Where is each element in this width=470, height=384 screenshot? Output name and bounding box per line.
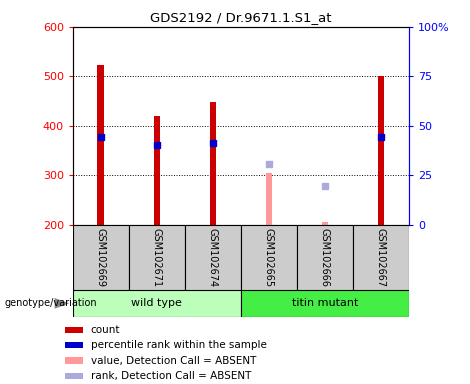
Bar: [297, 225, 353, 290]
Text: value, Detection Call = ABSENT: value, Detection Call = ABSENT: [91, 356, 256, 366]
Text: GSM102674: GSM102674: [208, 228, 218, 287]
Bar: [73, 290, 241, 317]
Title: GDS2192 / Dr.9671.1.S1_at: GDS2192 / Dr.9671.1.S1_at: [150, 11, 332, 24]
Text: wild type: wild type: [132, 298, 182, 308]
Bar: [210, 102, 216, 225]
Text: GSM102671: GSM102671: [152, 228, 162, 287]
Bar: [321, 222, 328, 225]
Bar: [65, 327, 83, 333]
Bar: [377, 76, 384, 225]
Bar: [73, 225, 129, 290]
Text: genotype/variation: genotype/variation: [5, 298, 97, 308]
Text: percentile rank within the sample: percentile rank within the sample: [91, 340, 266, 350]
Bar: [65, 358, 83, 364]
Bar: [241, 225, 297, 290]
Bar: [154, 116, 160, 225]
Text: GSM102667: GSM102667: [376, 228, 386, 287]
Bar: [65, 372, 83, 379]
Bar: [266, 173, 272, 225]
Bar: [129, 225, 185, 290]
Bar: [65, 342, 83, 349]
Text: rank, Detection Call = ABSENT: rank, Detection Call = ABSENT: [91, 371, 251, 381]
Text: GSM102666: GSM102666: [320, 228, 330, 287]
Text: GSM102669: GSM102669: [96, 228, 106, 287]
Polygon shape: [55, 298, 69, 309]
Bar: [185, 225, 241, 290]
Bar: [353, 225, 409, 290]
Text: titin mutant: titin mutant: [292, 298, 358, 308]
Text: count: count: [91, 325, 120, 335]
Bar: [97, 65, 104, 225]
Bar: [241, 290, 409, 317]
Text: GSM102665: GSM102665: [264, 228, 274, 287]
